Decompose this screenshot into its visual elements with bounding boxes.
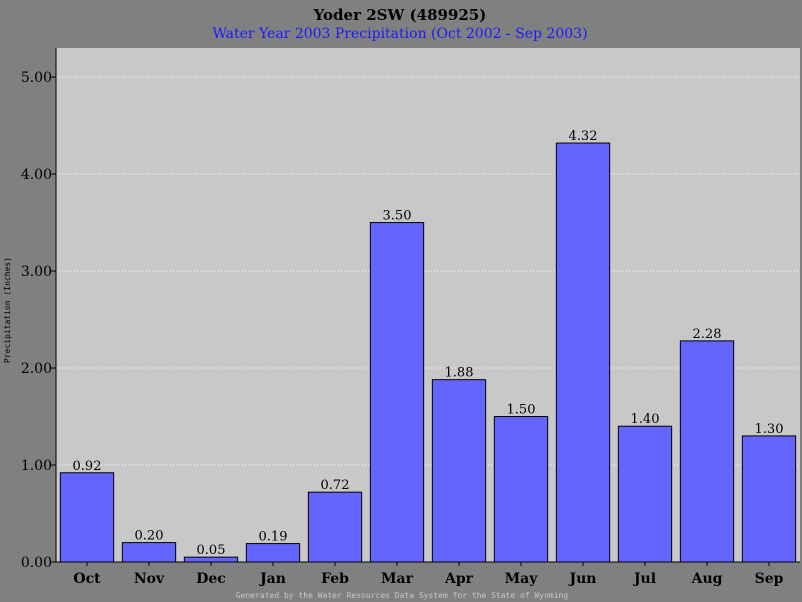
value-label: 0.20	[135, 529, 164, 544]
value-label: 0.05	[197, 543, 226, 558]
bar-jul	[617, 425, 673, 563]
bar-may	[493, 416, 549, 563]
x-tick-label: Apr	[444, 571, 474, 587]
grid-lines	[56, 76, 800, 466]
x-tick-label: Jan	[258, 571, 286, 587]
x-tick-label: Feb	[321, 571, 349, 587]
value-label: 0.19	[259, 530, 288, 545]
axes: 0.00 1.00 2.00 3.00 4.00 5.00 Oct Nov Dec Jan Feb M…	[21, 48, 800, 587]
value-label: 4.32	[569, 129, 598, 144]
bar-aug	[679, 340, 735, 563]
value-labels: 0.92 0.20 0.05 0.19 0.72 3.50 1.88 1.50 4.32 1.40…	[73, 129, 784, 558]
x-tick-label: Mar	[381, 571, 414, 587]
bar-jun	[555, 142, 611, 563]
x-tick-label: Nov	[134, 571, 165, 587]
value-label: 1.50	[507, 403, 536, 418]
x-tick-label: Sep	[755, 571, 784, 587]
bar-apr	[431, 379, 487, 563]
value-label: 1.30	[755, 422, 784, 437]
y-tick-label: 1.00	[21, 458, 52, 474]
bar-mar	[369, 222, 425, 563]
bars	[59, 142, 797, 563]
y-tick-label: 3.00	[21, 264, 52, 280]
chart-title: Yoder 2SW (489925)	[313, 6, 487, 24]
value-label: 1.88	[445, 366, 474, 381]
plot-area	[56, 48, 800, 562]
bar-sep	[741, 435, 797, 563]
chart-subtitle: Water Year 2003 Precipitation (Oct 2002 …	[212, 26, 587, 42]
y-tick-label: 5.00	[21, 70, 52, 86]
bar-feb	[307, 491, 363, 563]
value-label: 2.28	[693, 327, 722, 342]
bar-nov	[121, 542, 177, 563]
value-label: 0.72	[321, 478, 350, 493]
x-tick-label: Oct	[73, 571, 101, 587]
y-tick-label: 2.00	[21, 361, 52, 377]
value-label: 0.92	[73, 459, 102, 474]
value-label: 3.50	[383, 209, 412, 224]
footer-credit: Generated by the Water Resources Data Sy…	[236, 591, 569, 600]
x-tick-label: Aug	[691, 571, 723, 587]
x-tick-label: Dec	[196, 571, 226, 587]
x-tick-label: Jul	[632, 571, 656, 587]
x-tick-label: May	[505, 571, 539, 587]
y-tick-label: 4.00	[21, 167, 52, 183]
x-tick-label: Jun	[568, 571, 597, 587]
y-axis-label: Precipitation (Inches)	[3, 257, 12, 363]
y-tick-label: 0.00	[21, 555, 52, 571]
bar-oct	[59, 472, 115, 563]
bar-jan	[245, 543, 301, 563]
value-label: 1.40	[631, 412, 660, 427]
